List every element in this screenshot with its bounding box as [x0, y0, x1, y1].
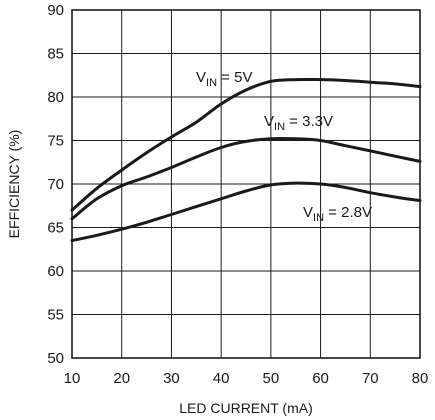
x-axis-label: LED CURRENT (mA) [179, 400, 313, 416]
tick-label-layer: 10 20 30 40 50 60 70 80 50 55 60 65 70 75 80 85 90 [47, 2, 428, 387]
curve-layer [70, 77, 422, 243]
x-tick-label: 70 [362, 370, 379, 387]
y-tick-label: 85 [47, 46, 64, 63]
series-label-layer: VIN = 5V VIN = 3.3V VIN = 2.8V [196, 69, 372, 224]
y-tick-label: 80 [47, 89, 64, 106]
x-tick-label: 80 [412, 370, 429, 387]
plot-frame [71, 9, 421, 359]
series-label-vin-5v: VIN = 5V [196, 69, 252, 89]
series-line-vin-5v [70, 77, 422, 212]
x-tick-label: 30 [163, 370, 180, 387]
series-label-vin-2-8v: VIN = 2.8V [303, 204, 372, 224]
y-tick-label: 55 [47, 307, 64, 324]
y-tick-label: 60 [47, 263, 64, 280]
series-label-vin-3-3v: VIN = 3.3V [264, 113, 333, 133]
y-axis-label: EFFICIENCY (%) [6, 130, 22, 239]
x-tick-label: 10 [64, 370, 81, 387]
x-tick-label: 20 [113, 370, 130, 387]
x-tick-label: 40 [213, 370, 230, 387]
y-tick-label: 90 [47, 2, 64, 19]
series-line-vin-3-3v [70, 137, 422, 221]
y-tick-label: 50 [47, 350, 64, 367]
series-line-vin-2-8v [70, 181, 422, 243]
y-tick-label: 70 [47, 176, 64, 193]
x-tick-label: 50 [263, 370, 280, 387]
x-tick-label: 60 [312, 370, 329, 387]
y-tick-label: 65 [47, 220, 64, 237]
y-tick-label: 75 [47, 133, 64, 150]
